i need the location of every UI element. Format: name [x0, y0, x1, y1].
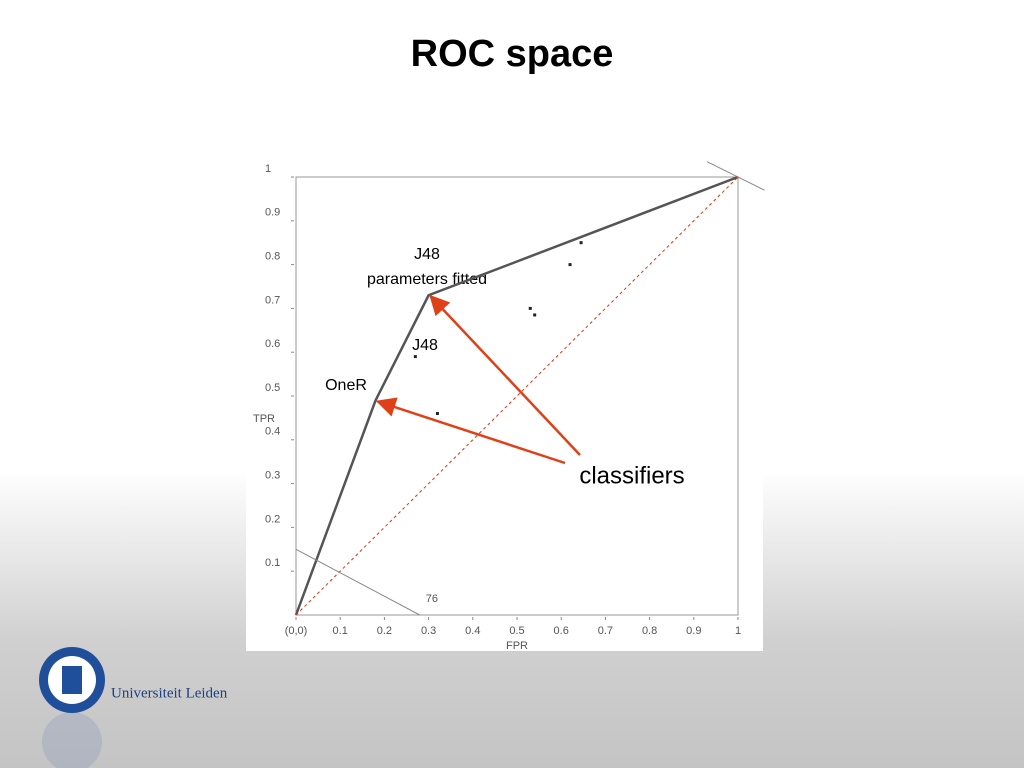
annotation: J48: [414, 246, 440, 263]
x-tick-label: (0,0): [285, 625, 308, 637]
y-tick-label: 0.1: [265, 557, 280, 569]
y-tick-label: 0.2: [265, 513, 280, 525]
x-tick-label: 0.5: [509, 625, 524, 637]
y-tick-label: 0.9: [265, 207, 280, 219]
y-tick-label: 0.4: [265, 426, 280, 438]
y-tick-label: 0.5: [265, 382, 280, 394]
data-point: [528, 306, 532, 310]
iso-label: 76: [426, 593, 438, 605]
x-tick-label: 0.7: [598, 625, 613, 637]
x-tick-label: 0.3: [421, 625, 436, 637]
data-point: [579, 241, 583, 245]
y-tick-label: 0.8: [265, 251, 280, 263]
logo: [39, 647, 105, 768]
y-tick-label: 0.6: [265, 338, 280, 350]
annotation: J48: [412, 337, 438, 354]
chart-background: [246, 160, 763, 651]
x-tick-label: 0.9: [686, 625, 701, 637]
x-tick-label: 1: [735, 625, 741, 637]
data-point: [533, 313, 537, 317]
y-tick-label: 1: [265, 163, 271, 175]
roc-hull: [294, 175, 739, 616]
logo-figure: [62, 666, 82, 694]
x-tick-label: 0.1: [333, 625, 348, 637]
y-tick-label: 0.3: [265, 470, 280, 482]
x-tick-label: 0.4: [465, 625, 480, 637]
iso-line: [295, 548, 420, 616]
y-tick-label: 0.7: [265, 294, 280, 306]
annotation: OneR: [325, 377, 367, 394]
data-point: [568, 263, 572, 267]
diagonal: [295, 176, 739, 616]
annotation: classifiers: [579, 462, 684, 489]
annotation-arrow: [429, 294, 581, 456]
plot-frame: [295, 176, 739, 616]
annotation-arrow: [375, 397, 566, 465]
slide-title: ROC space: [411, 33, 614, 75]
data-point: [413, 355, 417, 359]
institution-name: Universiteit Leiden: [111, 685, 228, 701]
x-tick-label: 0.2: [377, 625, 392, 637]
data-point: [435, 412, 439, 416]
x-tick-label: 0.8: [642, 625, 657, 637]
iso-line: [706, 161, 765, 191]
x-axis-label: FPR: [506, 640, 528, 652]
y-axis-label: TPR: [253, 413, 275, 425]
x-tick-label: 0.6: [554, 625, 569, 637]
logo-reflection: [42, 712, 102, 768]
